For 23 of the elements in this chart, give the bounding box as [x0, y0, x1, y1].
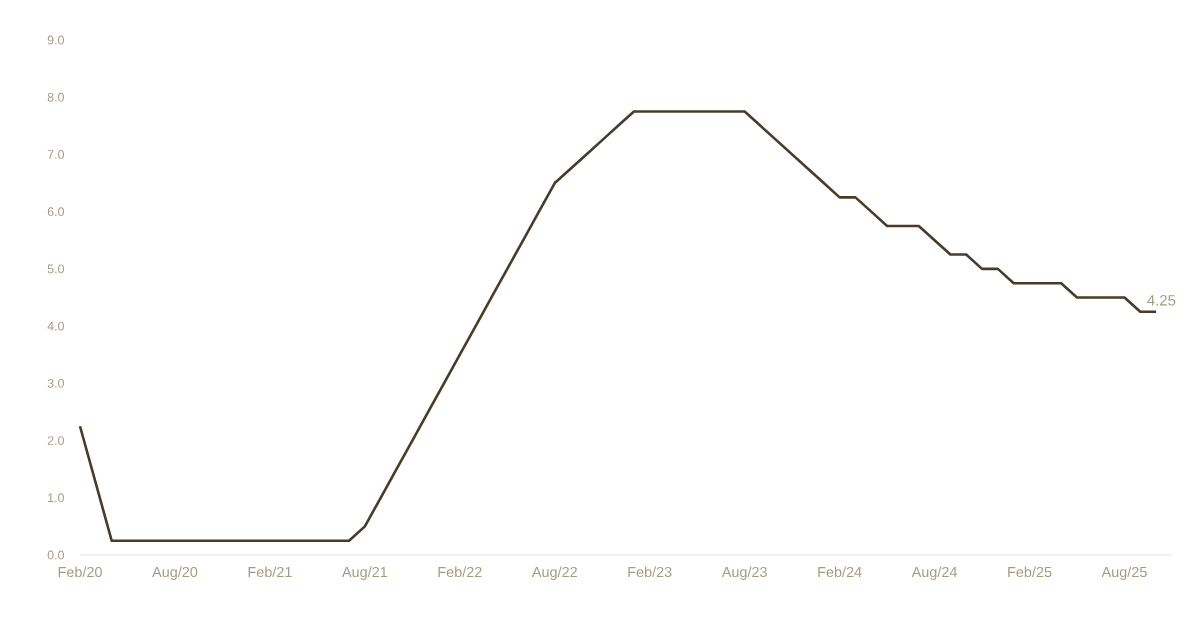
- x-tick-label: Aug/23: [721, 566, 767, 580]
- x-tick-label: Feb/25: [1008, 566, 1052, 578]
- y-tick-label: 1.0: [48, 493, 64, 503]
- x-tick-label: Aug/24: [911, 566, 958, 580]
- x-tick-label: Feb/21: [248, 566, 292, 578]
- y-tick-label: 3.0: [47, 378, 64, 388]
- x-tick-label: Feb/24: [818, 566, 862, 578]
- x-tick-label: Feb/22: [438, 566, 482, 578]
- x-tick-label: Aug/20: [152, 566, 198, 580]
- y-tick-label: 4.0: [47, 321, 64, 331]
- x-tick-label: Aug/22: [531, 566, 577, 580]
- x-tick-label: Aug/21: [342, 566, 388, 580]
- x-tick-label: Feb/23: [628, 566, 672, 578]
- x-tick-label: Feb/20: [58, 566, 102, 578]
- y-tick-label: 7.0: [47, 150, 64, 159]
- y-tick-label: 9.0: [47, 35, 64, 45]
- y-tick-label: 5.0: [47, 264, 64, 274]
- y-tick-label: 8.0: [47, 92, 64, 102]
- y-tick-label: 2.0: [47, 436, 64, 445]
- y-tick-label: 6.0: [47, 207, 64, 217]
- annotation: 4.25: [1147, 295, 1176, 306]
- y-tick-label: 0.0: [47, 550, 64, 560]
- x-tick-label: Aug/25: [1101, 566, 1147, 580]
